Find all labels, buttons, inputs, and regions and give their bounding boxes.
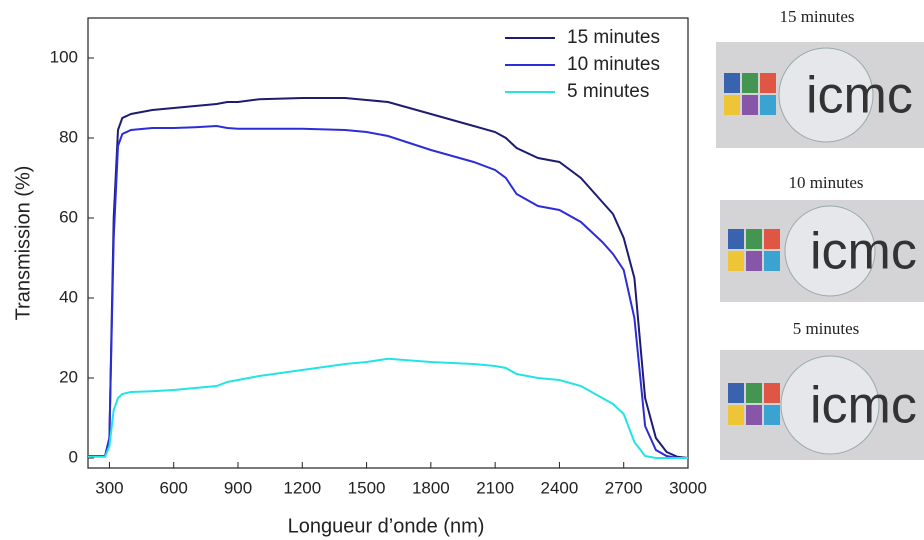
sample-disc <box>780 355 880 455</box>
photo-square <box>724 95 740 115</box>
photo-text: icmc <box>810 223 917 281</box>
y-axis-label: Transmission (%) <box>12 166 34 321</box>
series-line <box>88 357 688 459</box>
x-tick-label: 300 <box>95 478 123 497</box>
photo-label: 5 minutes <box>793 319 860 338</box>
photo-text: icmc <box>810 377 917 435</box>
series-line <box>88 97 689 459</box>
photos: 15 minutes icmc 10 minutes icmc 5 minutes icm… <box>716 7 924 460</box>
photo-square <box>728 405 744 425</box>
photo-square <box>742 95 758 115</box>
y-tick-label: 60 <box>59 207 78 226</box>
legend-label: 15 minutes <box>567 27 660 48</box>
x-tick-label: 2400 <box>541 478 579 497</box>
photo-square <box>728 251 744 271</box>
sample-disc <box>784 205 876 297</box>
y-tick-label: 40 <box>59 287 78 306</box>
photo-square <box>760 73 776 93</box>
x-tick-label: 3000 <box>669 478 707 497</box>
plot-frame <box>87 17 689 469</box>
x-tick-label: 600 <box>160 478 188 497</box>
x-tick-label: 1500 <box>348 478 386 497</box>
photo-square <box>764 251 780 271</box>
photo-square <box>746 383 762 403</box>
y-tick-label: 20 <box>59 367 78 386</box>
y-tick-label: 0 <box>69 447 78 466</box>
photo-square <box>746 229 762 249</box>
x-tick-label: 1800 <box>412 478 450 497</box>
photo-square <box>764 405 780 425</box>
photo-square <box>746 405 762 425</box>
photo-label: 10 minutes <box>788 173 863 192</box>
sample-disc <box>778 47 874 143</box>
y-tick-label: 100 <box>50 47 78 66</box>
x-tick-label: 2100 <box>476 478 514 497</box>
x-tick-label: 2700 <box>605 478 643 497</box>
photo-square <box>728 383 744 403</box>
x-tick-label: 1200 <box>283 478 321 497</box>
y-tick-label: 80 <box>59 127 78 146</box>
photo-square <box>728 229 744 249</box>
legend-label: 5 minutes <box>567 81 649 102</box>
photo-square <box>764 229 780 249</box>
photo-square <box>742 73 758 93</box>
x-axis-label: Longueur d’onde (nm) <box>288 515 485 537</box>
photo-square <box>760 95 776 115</box>
photo-square <box>724 73 740 93</box>
series-line <box>88 124 688 459</box>
photo-square <box>746 251 762 271</box>
photo-square <box>764 383 780 403</box>
x-tick-label: 900 <box>224 478 252 497</box>
photo-text: icmc <box>806 67 913 125</box>
legend-label: 10 minutes <box>567 54 660 75</box>
photo-label: 15 minutes <box>779 7 854 26</box>
